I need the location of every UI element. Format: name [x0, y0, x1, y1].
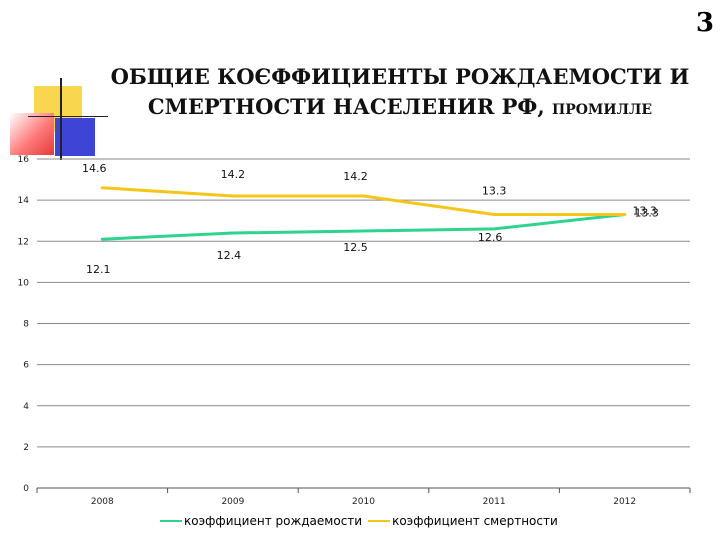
legend: коэффициент рождаемости коэффициент смер… [160, 514, 564, 528]
data-label-birth: 12.6 [478, 231, 503, 244]
y-tick-label: 2 [23, 443, 29, 453]
series-line-birth [100, 213, 627, 241]
x-tick-label: 2010 [352, 497, 375, 507]
legend-label-death: коэффициент смертности [392, 514, 558, 528]
chart-title: ОБЩИЕ КОЄФФИЦИЕНТЫ РОЖДАЕМОСТИ И СМЕРТНО… [100, 62, 700, 125]
deco-horizontal-line [28, 116, 108, 117]
slide-number: 3 [695, 8, 714, 38]
y-tick-label: 12 [18, 237, 29, 247]
y-tick-label: 6 [23, 361, 29, 371]
x-tick-label: 2011 [483, 497, 506, 507]
data-label-birth: 12.5 [343, 241, 368, 254]
y-tick-label: 8 [23, 320, 29, 330]
y-tick-label: 16 [18, 155, 30, 165]
data-label-birth: 13.3 [632, 205, 657, 218]
data-label-death: 14.2 [221, 168, 246, 181]
x-tick-label: 2012 [613, 497, 636, 507]
legend-item-death: коэффициент смертности [368, 514, 558, 528]
title-unit: ПРОМИЛЛЕ [551, 102, 653, 118]
data-label-birth: 12.4 [217, 249, 242, 262]
legend-swatch-death [368, 520, 391, 522]
x-tick-label: 2008 [91, 497, 114, 507]
title-line-2: СМЕРТНОСТИ НАСЕЛЕНИR РФ, ПРОМИЛЛЕ [100, 92, 700, 125]
deco-red-square [10, 113, 54, 155]
title-line-1: ОБЩИЕ КОЄФФИЦИЕНТЫ РОЖДАЕМОСТИ И [110, 64, 690, 89]
data-label-death: 13.3 [482, 185, 507, 198]
legend-item-birth: коэффициент рождаемости [160, 514, 362, 528]
series-line-death [100, 186, 627, 217]
legend-label-birth: коэффициент рождаемости [184, 514, 363, 528]
x-tick-label: 2009 [221, 497, 244, 507]
y-tick-label: 10 [18, 278, 30, 288]
legend-swatch-birth [160, 520, 182, 522]
data-label-death: 14.6 [82, 162, 107, 175]
title-line-2-text: СМЕРТНОСТИ НАСЕЛЕНИR РФ, [147, 94, 545, 119]
y-tick-label: 14 [18, 196, 30, 206]
deco-vertical-line [60, 78, 62, 160]
data-label-death: 14.2 [343, 170, 368, 183]
y-tick-label: 4 [23, 402, 29, 412]
y-tick-label: 0 [23, 484, 29, 494]
data-label-death: 13.3 [634, 207, 659, 220]
data-label-birth: 12.1 [86, 263, 111, 276]
